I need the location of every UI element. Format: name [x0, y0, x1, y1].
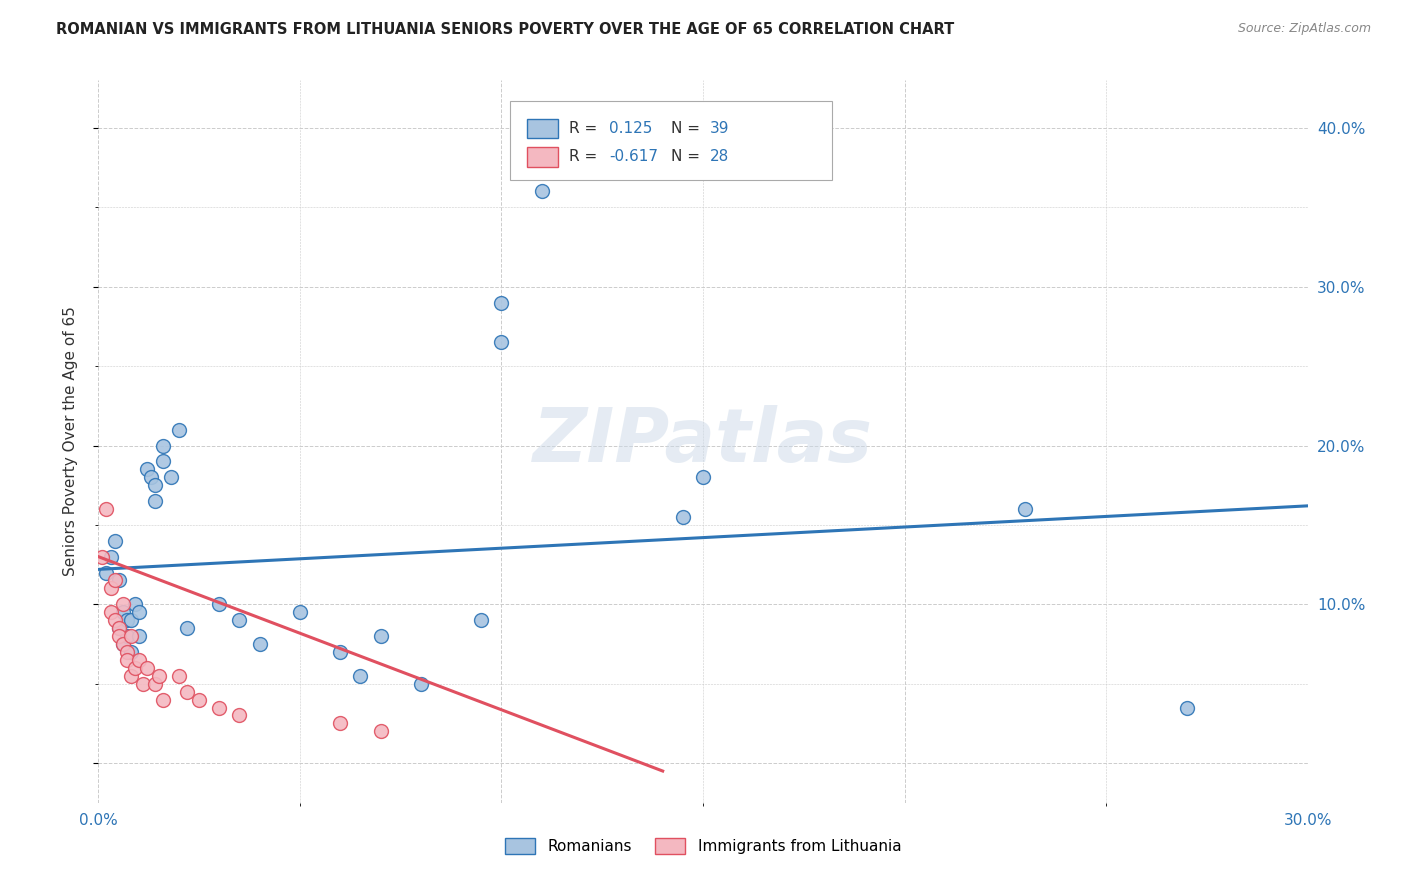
Text: R =: R = [569, 121, 603, 136]
Point [143, 676, 166, 690]
Point [96, 566, 118, 580]
Point [672, 510, 695, 524]
Point [103, 613, 125, 627]
Point [176, 684, 198, 698]
Point [249, 637, 271, 651]
Text: N =: N = [671, 121, 704, 136]
Point [124, 661, 146, 675]
Point [148, 669, 170, 683]
Point [491, 335, 513, 350]
Point [100, 605, 122, 619]
Point [1014, 502, 1036, 516]
Point [111, 637, 134, 651]
Point [120, 669, 142, 683]
Text: ROMANIAN VS IMMIGRANTS FROM LITHUANIA SENIORS POVERTY OVER THE AGE OF 65 CORRELA: ROMANIAN VS IMMIGRANTS FROM LITHUANIA SE… [56, 22, 955, 37]
Point [107, 574, 129, 588]
Point [152, 454, 174, 468]
Point [100, 549, 122, 564]
Text: Source: ZipAtlas.com: Source: ZipAtlas.com [1237, 22, 1371, 36]
Point [100, 582, 122, 596]
Point [409, 676, 432, 690]
Point [135, 462, 157, 476]
Point [491, 295, 513, 310]
Text: 28: 28 [710, 150, 730, 164]
Point [107, 621, 129, 635]
Legend: Romanians, Immigrants from Lithuania: Romanians, Immigrants from Lithuania [499, 832, 907, 860]
Point [370, 629, 392, 643]
Point [115, 653, 138, 667]
Point [288, 605, 311, 619]
Point [111, 597, 134, 611]
Text: ZIPatlas: ZIPatlas [533, 405, 873, 478]
Point [124, 597, 146, 611]
Point [115, 629, 138, 643]
Point [107, 629, 129, 643]
Point [139, 470, 162, 484]
Point [530, 185, 553, 199]
Point [370, 724, 392, 739]
Point [152, 692, 174, 706]
Point [208, 700, 231, 714]
Point [692, 470, 714, 484]
Y-axis label: Seniors Poverty Over the Age of 65: Seniors Poverty Over the Age of 65 [63, 307, 77, 576]
Point [135, 661, 157, 675]
Point [96, 502, 118, 516]
Point [128, 605, 150, 619]
Point [143, 494, 166, 508]
Point [176, 621, 198, 635]
Point [152, 438, 174, 452]
Point [208, 597, 231, 611]
Point [120, 629, 142, 643]
Point [103, 533, 125, 548]
Point [132, 676, 155, 690]
Point [103, 574, 125, 588]
Point [188, 692, 211, 706]
Text: 39: 39 [710, 121, 730, 136]
Text: R =: R = [569, 150, 603, 164]
Text: 0.125: 0.125 [609, 121, 652, 136]
Point [120, 613, 142, 627]
Point [349, 669, 371, 683]
Point [167, 669, 190, 683]
Point [228, 708, 250, 723]
Point [111, 637, 134, 651]
Point [160, 470, 183, 484]
Text: -0.617: -0.617 [609, 150, 658, 164]
Point [120, 645, 142, 659]
Point [107, 621, 129, 635]
Point [91, 549, 114, 564]
Point [329, 716, 352, 731]
Point [111, 605, 134, 619]
Point [228, 613, 250, 627]
Point [167, 423, 190, 437]
Point [128, 629, 150, 643]
Point [128, 653, 150, 667]
Point [1175, 700, 1198, 714]
Point [470, 613, 492, 627]
Text: N =: N = [671, 150, 704, 164]
Point [115, 645, 138, 659]
Point [329, 645, 352, 659]
Point [143, 478, 166, 492]
Point [115, 613, 138, 627]
